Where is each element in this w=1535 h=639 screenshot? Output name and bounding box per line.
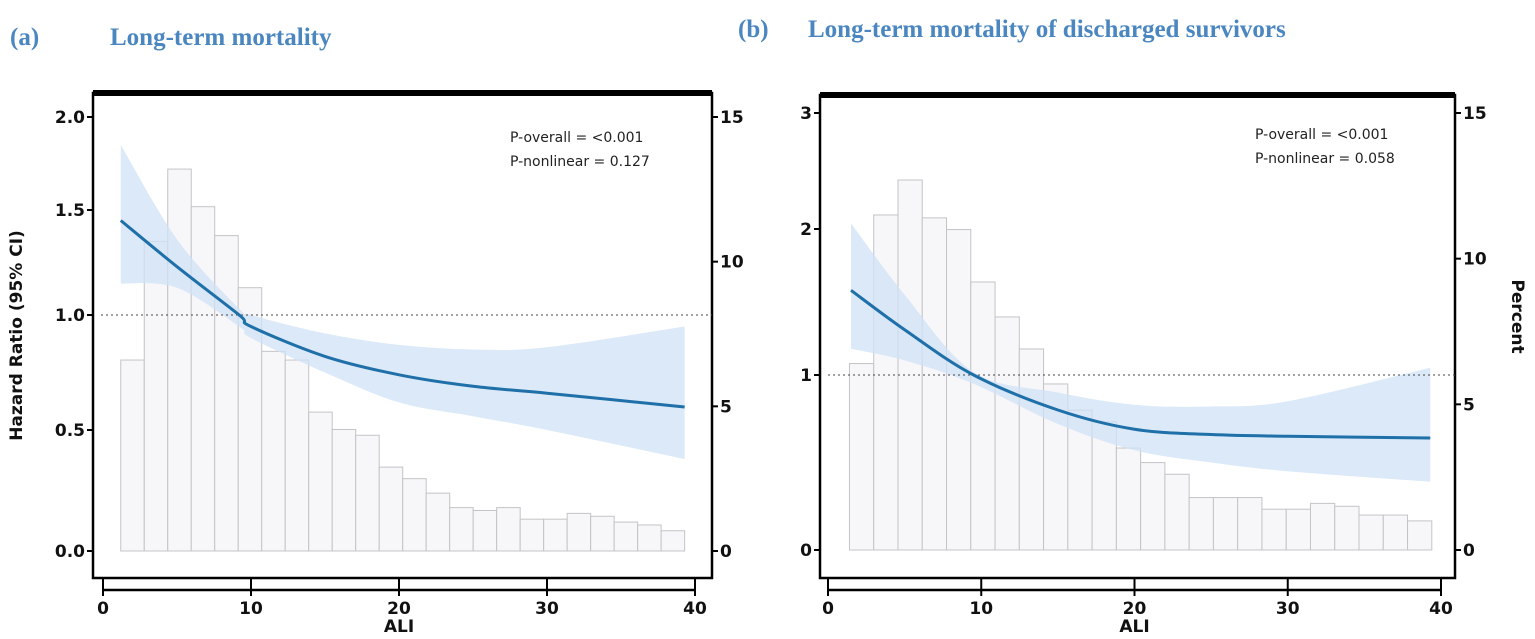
- histogram-bar: [167, 168, 192, 552]
- y-tick-label: 2: [800, 220, 812, 240]
- panel-a-label: (a): [10, 24, 39, 51]
- y2-tick-label: 15: [720, 108, 744, 128]
- histogram-bar: [143, 240, 169, 552]
- histogram-bar: [1018, 348, 1045, 551]
- x-tick-label: 20: [387, 599, 411, 619]
- histogram-bar: [284, 359, 310, 552]
- x-tick-label: 40: [683, 599, 707, 619]
- histogram-bar: [1334, 505, 1360, 551]
- histogram-bar: [637, 524, 662, 552]
- histogram-bar: [190, 206, 216, 552]
- histogram-bar: [261, 350, 286, 552]
- histogram-bar: [566, 512, 592, 552]
- x-tick-label: 30: [1276, 599, 1300, 619]
- histogram-bar: [660, 530, 686, 552]
- y2-tick-label: 0: [1463, 541, 1475, 561]
- y2-tick-label: 0: [720, 542, 732, 562]
- confidence-band: [850, 223, 1431, 482]
- y-tick-label: 0: [800, 541, 812, 561]
- histogram-bar: [519, 518, 545, 552]
- histogram-bar: [355, 434, 380, 552]
- y2-tick-label: 5: [720, 397, 732, 417]
- histogram-bar: [1261, 508, 1287, 551]
- y-tick-label: 1.5: [55, 201, 85, 221]
- histogram-bar: [946, 229, 972, 551]
- hazard-ratio-curve: [850, 289, 1431, 440]
- hazard-ratio-curve: [119, 219, 685, 409]
- y-tick-label: 0.0: [55, 542, 85, 562]
- histogram-bar: [1309, 502, 1336, 551]
- p-value-annotation: P-overall = <0.001: [510, 130, 643, 146]
- histogram-bar: [994, 316, 1020, 551]
- histogram-bar: [331, 428, 357, 552]
- histogram-bar: [613, 521, 639, 552]
- histogram-bar: [1358, 514, 1384, 551]
- y-tick-label: 3: [800, 104, 812, 124]
- histogram-bar: [590, 515, 615, 552]
- y-tick-label: 0.5: [55, 421, 85, 441]
- confidence-band: [120, 144, 685, 460]
- p-value-annotation: P-nonlinear = 0.058: [1255, 151, 1395, 167]
- histogram-bar: [1285, 508, 1311, 551]
- panel-a-title: Long-term mortality: [110, 24, 332, 51]
- histogram-bar: [214, 235, 239, 552]
- histogram-bar: [472, 509, 498, 552]
- panel-a-chart: 0.0 0.5 1.0 1.5 2.0 0 5 10 15 0 10 20 30 40 ALI Hazard …: [7, 90, 744, 637]
- histogram-bar: [543, 518, 568, 552]
- histogram-bar: [425, 492, 451, 552]
- histogram-bar: [449, 507, 474, 552]
- histogram-bar: [1237, 497, 1263, 551]
- x-axis-label: ALI: [384, 617, 414, 637]
- histogram-bar: [1164, 473, 1190, 551]
- panel-b-title: Long-term mortality of discharged surviv…: [808, 16, 1286, 43]
- histogram-bar: [970, 281, 996, 551]
- p-value-annotation: P-overall = <0.001: [1255, 127, 1388, 143]
- histogram-bar: [921, 217, 948, 551]
- x-axis-label: ALI: [1119, 617, 1149, 637]
- y2-axis-label: Percent: [1507, 279, 1527, 353]
- p-value-annotation: P-nonlinear = 0.127: [510, 154, 650, 170]
- histogram-bar: [378, 466, 404, 552]
- histogram-bar: [897, 179, 923, 551]
- histogram-bar: [496, 507, 521, 552]
- x-tick-label: 10: [969, 599, 993, 619]
- histogram-bar: [1188, 497, 1214, 551]
- y-tick-label: 1.0: [55, 306, 85, 326]
- y-tick-label: 1: [800, 366, 812, 386]
- x-tick-label: 0: [822, 599, 834, 619]
- y2-tick-label: 5: [1463, 395, 1475, 415]
- x-tick-label: 10: [239, 599, 263, 619]
- y2-tick-label: 10: [720, 253, 744, 273]
- histogram-bar: [848, 363, 875, 551]
- histogram-bar: [1140, 462, 1166, 551]
- y-tick-label: 2.0: [55, 108, 85, 128]
- y2-tick-label: 10: [1463, 250, 1487, 270]
- histogram-bar: [1382, 514, 1409, 551]
- histogram-bar: [402, 478, 427, 552]
- x-tick-label: 20: [1123, 599, 1147, 619]
- y-axis-label: Hazard Ratio (95% CI): [7, 230, 27, 441]
- y2-tick-label: 15: [1463, 104, 1487, 124]
- histogram-bar: [1212, 497, 1239, 551]
- x-tick-label: 40: [1429, 599, 1453, 619]
- x-tick-label: 30: [535, 599, 559, 619]
- histogram-bar: [1115, 447, 1142, 551]
- x-tick-label: 0: [97, 599, 109, 619]
- histogram-bar: [120, 359, 145, 552]
- panel-b-label: (b): [738, 16, 769, 43]
- histogram-bar: [1407, 520, 1433, 551]
- histogram-bar: [308, 411, 333, 552]
